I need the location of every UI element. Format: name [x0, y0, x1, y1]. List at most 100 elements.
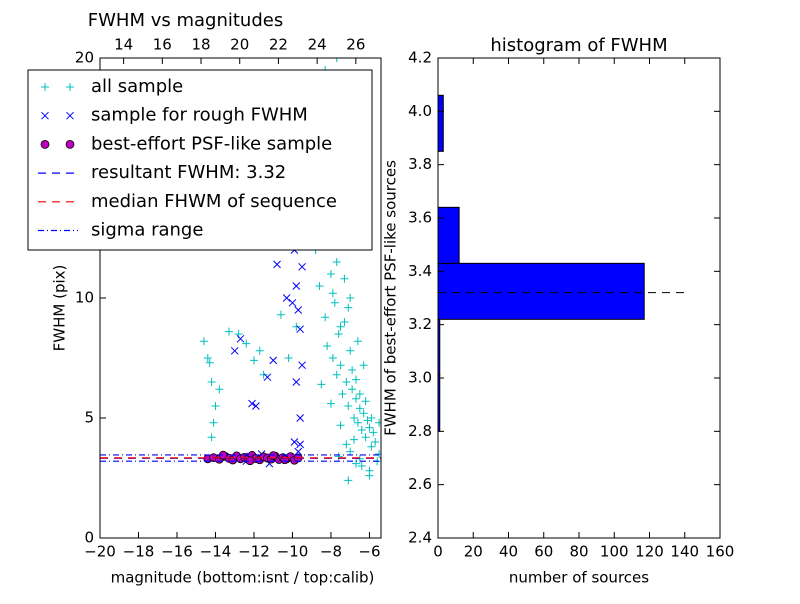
- bar: [437, 206, 460, 264]
- point: [340, 318, 349, 326]
- point: [273, 260, 281, 269]
- point: [336, 322, 345, 331]
- point: [328, 354, 337, 362]
- point: [249, 356, 258, 365]
- x2-tick-label: 20: [230, 36, 249, 54]
- y-tick-label: 3.6: [408, 209, 432, 227]
- point: [348, 366, 357, 374]
- legend-label: all sample: [91, 76, 183, 97]
- x-tick-label: −20: [84, 543, 116, 561]
- axes-frame: [437, 57, 721, 539]
- y-tick-label: 5: [84, 409, 94, 427]
- point: [205, 358, 214, 367]
- point: [344, 303, 353, 312]
- point: [255, 346, 264, 355]
- point: [367, 414, 376, 422]
- point: [351, 394, 360, 403]
- point: [284, 354, 293, 362]
- point: [290, 438, 299, 446]
- x-tick-label: −10: [277, 543, 309, 561]
- point: [292, 378, 301, 386]
- point: [338, 390, 347, 398]
- point: [361, 397, 370, 406]
- y-tick-label: 0: [84, 529, 94, 547]
- point: [346, 346, 355, 355]
- point: [332, 370, 341, 379]
- y-tick-label: 20: [75, 49, 94, 67]
- x-tick-label: −12: [238, 543, 270, 561]
- point: [357, 426, 366, 434]
- y-tick-label: 3.8: [408, 155, 432, 173]
- y-tick-label: 3.0: [408, 369, 432, 387]
- point: [355, 390, 364, 398]
- point: [292, 282, 301, 290]
- x2-tick-label: 26: [346, 36, 365, 54]
- point: [211, 402, 220, 410]
- point: [371, 438, 380, 446]
- point: [340, 274, 349, 283]
- y-tick-label: 3.4: [408, 262, 432, 280]
- y-tick-label: 4.0: [408, 102, 432, 120]
- point: [365, 471, 374, 480]
- point: [336, 421, 345, 430]
- legend-marker: [66, 83, 74, 91]
- point: [350, 414, 359, 422]
- x-tick-label: 140: [670, 543, 699, 561]
- point: [203, 354, 212, 362]
- y-tick-label: 2.8: [408, 422, 432, 440]
- y-tick-label: 10: [75, 289, 94, 307]
- legend-box: [27, 69, 373, 251]
- legend-marker: [41, 83, 49, 91]
- point: [224, 327, 233, 336]
- point: [296, 325, 305, 334]
- point: [332, 58, 341, 62]
- point: [242, 339, 251, 348]
- point: [351, 459, 360, 468]
- point: [199, 337, 208, 346]
- point: [298, 361, 306, 370]
- y-axis-label: FWHM of best-effort PSF-like sources: [382, 160, 400, 436]
- point: [346, 294, 355, 302]
- point: [315, 282, 324, 290]
- y-tick-label: 2.6: [408, 475, 432, 493]
- x-tick-label: −6: [358, 543, 380, 561]
- point: [332, 258, 341, 266]
- chart-title: FWHM vs magnitudes: [88, 10, 283, 31]
- x2-tick-label: 18: [191, 36, 210, 54]
- legend-label: resultant FWHM: 3.32: [91, 162, 286, 183]
- point: [336, 361, 345, 370]
- point: [359, 409, 368, 418]
- x-tick-label: −14: [200, 543, 232, 561]
- point: [230, 346, 239, 355]
- y-axis-label: FWHM (pix): [51, 265, 69, 352]
- point: [298, 262, 306, 271]
- point: [351, 375, 360, 384]
- y-tick-label: 3.2: [408, 315, 432, 333]
- point: [330, 298, 339, 307]
- point: [317, 380, 326, 389]
- point: [357, 462, 366, 470]
- point: [334, 452, 343, 461]
- point: [348, 385, 357, 394]
- point: [346, 447, 355, 456]
- point: [280, 455, 290, 465]
- point: [252, 402, 260, 410]
- point: [294, 447, 303, 456]
- x-tick-label: −8: [320, 543, 342, 561]
- point: [375, 418, 381, 427]
- point: [361, 433, 370, 442]
- x-tick-label: 100: [600, 543, 629, 561]
- x2-tick-label: 22: [269, 36, 288, 54]
- point: [342, 440, 351, 449]
- legend-label: sigma range: [91, 220, 203, 241]
- point: [263, 373, 272, 382]
- point: [236, 334, 245, 343]
- point: [292, 322, 301, 331]
- point: [328, 289, 337, 298]
- x-axis-label: magnitude (bottom:isnt / top:calib): [111, 569, 375, 587]
- point: [296, 440, 305, 449]
- point: [207, 378, 216, 386]
- point: [334, 330, 343, 338]
- chart-title: histogram of FWHM: [490, 35, 667, 56]
